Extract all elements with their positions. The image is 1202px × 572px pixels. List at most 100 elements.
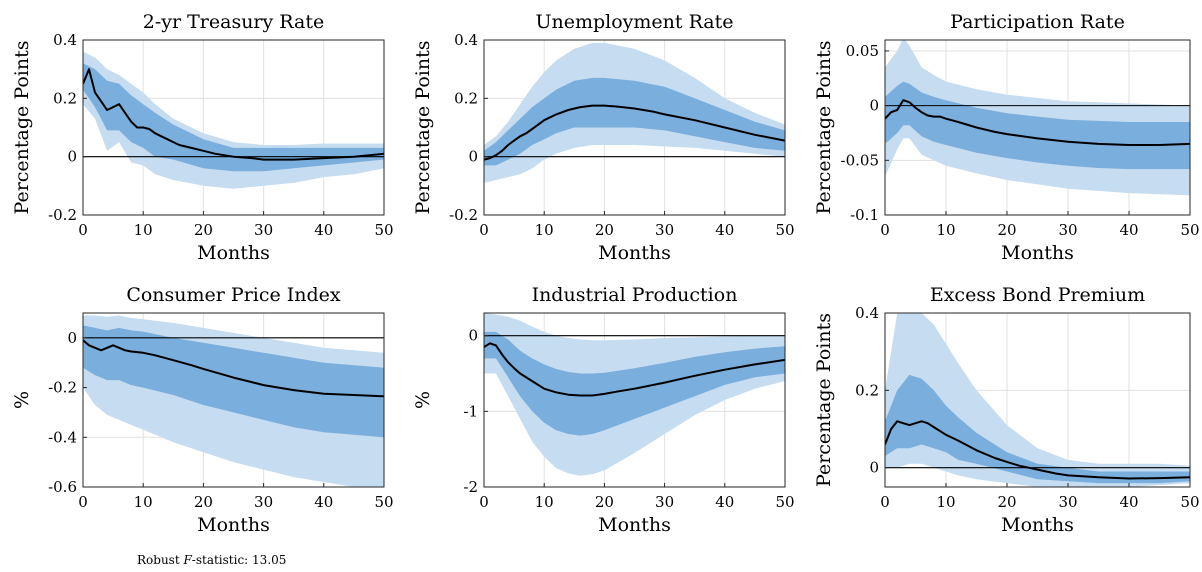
y-tick-label: 0	[67, 329, 77, 347]
y-tick-label: -2	[463, 478, 478, 496]
y-axis-label: %	[412, 391, 434, 409]
y-tick-label: -0.2	[449, 206, 478, 224]
axes-box	[884, 312, 1191, 488]
x-axis-label: Months	[1001, 514, 1074, 536]
y-axis-label: Percentage Points	[11, 41, 33, 215]
panel-title: Excess Bond Premium	[930, 284, 1145, 306]
x-tick-label: 50	[1180, 493, 1199, 511]
y-axis-label: Percentage Points	[813, 313, 835, 487]
panel-title: Unemployment Rate	[535, 11, 733, 33]
y-axis-label: Percentage Points	[813, 41, 835, 215]
y-axis-label: Percentage Points	[412, 41, 434, 215]
x-tick-label: 0	[880, 493, 890, 511]
median-response-line	[484, 342, 785, 397]
y-tick-label: 0	[67, 148, 77, 166]
y-tick-label: -0.2	[48, 206, 77, 224]
y-tick-label: 0	[869, 97, 879, 115]
plot-area	[885, 40, 1190, 196]
panel-4: 0 10 20 30 40 50 -0.6 -0.4 -0.2 0 Consumer Price I…	[11, 284, 394, 536]
y-tick-label: 0	[869, 459, 879, 477]
plot-area	[885, 313, 1190, 487]
x-tick-label: 20	[194, 221, 213, 239]
median-response-line	[83, 68, 384, 161]
x-tick-label: 50	[374, 493, 393, 511]
plot-area	[484, 42, 785, 183]
y-tick-label: 0.2	[855, 381, 879, 399]
median-response-line	[83, 339, 384, 398]
x-tick-label: 40	[1119, 221, 1138, 239]
x-tick-label: 20	[595, 221, 614, 239]
x-tick-label: 0	[479, 493, 489, 511]
inner-confidence-band	[83, 325, 384, 438]
x-tick-label: 50	[775, 493, 794, 511]
x-axis-label: Months	[197, 514, 270, 536]
y-axis-label: %	[11, 391, 33, 409]
x-axis-label: Months	[598, 514, 671, 536]
axes-box	[82, 312, 385, 488]
x-tick-label: 30	[1058, 493, 1077, 511]
y-tick-label: 0.2	[53, 89, 77, 107]
x-tick-label: 0	[78, 493, 88, 511]
x-tick-label: 40	[715, 493, 734, 511]
x-tick-label: 40	[314, 221, 333, 239]
footnote-prefix: Robust	[137, 553, 184, 567]
x-tick-label: 20	[194, 493, 213, 511]
axes-box	[884, 39, 1191, 216]
inner-confidence-band	[484, 331, 785, 436]
median-response-line	[885, 99, 1190, 146]
y-tick-label: 0	[468, 148, 478, 166]
axes-box	[483, 39, 786, 216]
inner-confidence-band	[484, 77, 785, 166]
footnote-suffix: -statistic: 13.05	[191, 553, 287, 567]
plot-area	[484, 313, 785, 476]
x-tick-label: 10	[936, 221, 955, 239]
axes-box	[82, 39, 385, 216]
x-axis-label: Months	[598, 242, 671, 264]
y-tick-label: 0	[468, 327, 478, 345]
panel-5: 0 10 20 30 40 50 -2 -1 0 Industrial Production Mon…	[412, 284, 795, 536]
x-tick-label: 30	[254, 493, 273, 511]
y-tick-label: 0.4	[53, 31, 77, 49]
x-tick-label: 10	[535, 221, 554, 239]
x-tick-label: 50	[775, 221, 794, 239]
panel-title: 2-yr Treasury Rate	[143, 11, 324, 33]
y-tick-label: -0.1	[850, 206, 879, 224]
x-tick-label: 20	[997, 221, 1016, 239]
x-tick-label: 40	[715, 221, 734, 239]
x-tick-label: 10	[535, 493, 554, 511]
plot-area	[83, 51, 384, 189]
panel-1: 0 10 20 30 40 50-0.200.20.42-yr Treasury Rate…	[11, 11, 394, 264]
x-tick-label: 20	[997, 493, 1016, 511]
y-tick-label: -0.4	[48, 428, 77, 446]
y-tick-label: -0.6	[48, 478, 77, 496]
y-tick-label: -1	[463, 402, 478, 420]
y-tick-label: -0.2	[48, 379, 77, 397]
median-response-line	[885, 420, 1190, 480]
x-tick-label: 30	[655, 221, 674, 239]
y-tick-label: 0.2	[454, 89, 478, 107]
x-tick-label: 30	[1058, 221, 1077, 239]
inner-confidence-band	[83, 63, 384, 172]
x-tick-label: 0	[880, 221, 890, 239]
x-tick-label: 40	[1119, 493, 1138, 511]
x-tick-label: 30	[254, 221, 273, 239]
panel-title: Consumer Price Index	[126, 284, 341, 306]
footnote-italic: F	[183, 553, 192, 567]
inner-confidence-band	[885, 81, 1190, 170]
axes-box	[483, 312, 786, 488]
x-tick-label: 10	[936, 493, 955, 511]
plot-area	[83, 315, 384, 487]
footnote: Robust F-statistic: 13.05	[137, 553, 286, 567]
y-tick-label: 0.4	[855, 304, 879, 322]
x-tick-label: 40	[314, 493, 333, 511]
inner-confidence-band	[885, 374, 1190, 484]
median-response-line	[484, 104, 785, 161]
x-tick-label: 50	[374, 221, 393, 239]
y-tick-label: -0.05	[841, 151, 879, 169]
x-tick-label: 20	[595, 493, 614, 511]
y-tick-label: 0.4	[454, 31, 478, 49]
x-tick-label: 30	[655, 493, 674, 511]
panel-6: 0 10 20 30 40 50 0 0.2 0.4 Excess Bond Premium Mon…	[813, 284, 1200, 536]
